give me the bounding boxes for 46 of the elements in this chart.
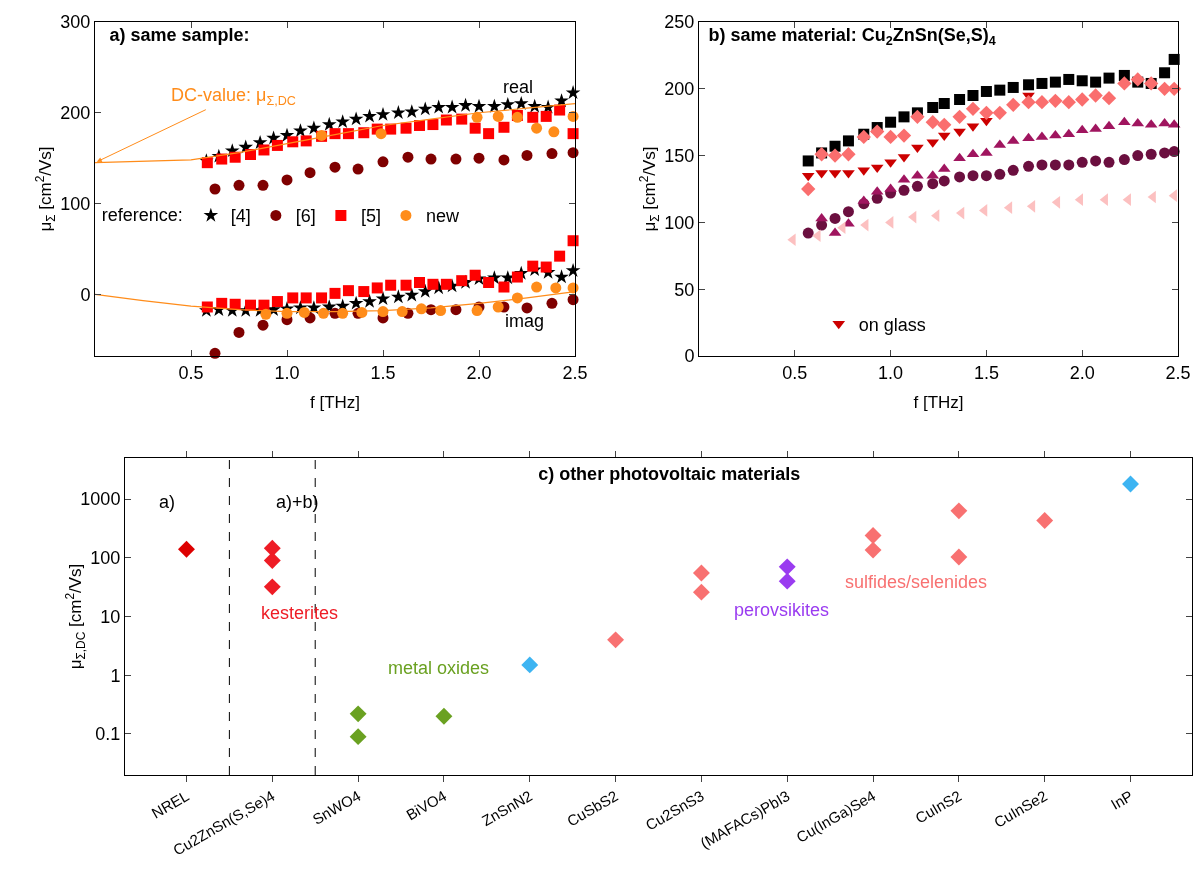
annotation: a) [159, 492, 176, 512]
series-label: sulfides/selenides [845, 572, 988, 592]
y-tick-label: 100 [664, 212, 695, 233]
x-tick-label: 1.0 [878, 362, 904, 383]
chart-title: c) other photovoltaic materials [538, 464, 801, 485]
chart-title: a) same sample: [109, 25, 250, 46]
y-tick-label: 0 [80, 284, 91, 305]
series-label: perovsikites [734, 600, 830, 620]
x-tick-label: 0.5 [782, 362, 808, 383]
y-tick-label: 50 [674, 279, 695, 300]
legend-label: new [425, 206, 460, 227]
legend-label: [4] [230, 206, 251, 227]
legend-title: reference: [101, 204, 183, 225]
y-tick-label: 100 [90, 548, 121, 569]
x-tick-label: 2.0 [1069, 362, 1095, 383]
x-tick-label: 0.5 [178, 362, 204, 383]
y-tick-label: 1000 [80, 489, 121, 510]
x-tick-label: 2.5 [1165, 362, 1191, 383]
legend-label: [5] [360, 206, 381, 227]
x-tick-label: 2.5 [562, 362, 588, 383]
annotation: imag [505, 311, 545, 331]
chart-title: b) same material: Cu$_{2}$ZnSn(Se,S)$_{4}$ [708, 25, 996, 49]
annotation: a)+b) [276, 492, 319, 512]
y-tick-label: 0 [684, 346, 695, 367]
legend-label: on glass [858, 314, 926, 335]
y-tick-label: 0.1 [95, 724, 121, 745]
series-label: kesterites [261, 603, 339, 623]
y-tick-label: 1 [110, 665, 121, 686]
x-tick-label: InP [1107, 786, 1136, 813]
y-tick-label: 250 [664, 12, 695, 33]
legend-label: [6] [295, 206, 316, 227]
y-tick-label: 200 [664, 79, 695, 100]
x-tick-label: 1.5 [973, 362, 999, 383]
y-tick-label: 200 [60, 103, 91, 124]
y-tick-label: 100 [60, 193, 91, 214]
x-tick-label: 1.5 [370, 362, 396, 383]
series-label: DC-value: μ$_{Σ,DC}$ [171, 85, 296, 108]
y-tick-label: 150 [664, 145, 695, 166]
text: metal oxides [388, 658, 490, 678]
x-tick-label: 2.0 [466, 362, 492, 383]
x-axis-title: f [THz] [309, 393, 361, 412]
y-tick-label: 300 [60, 12, 91, 33]
y-tick-label: 10 [100, 606, 121, 627]
x-axis-title: f [THz] [913, 393, 964, 412]
x-tick-label: 1.0 [274, 362, 300, 383]
annotation: real [503, 77, 534, 97]
